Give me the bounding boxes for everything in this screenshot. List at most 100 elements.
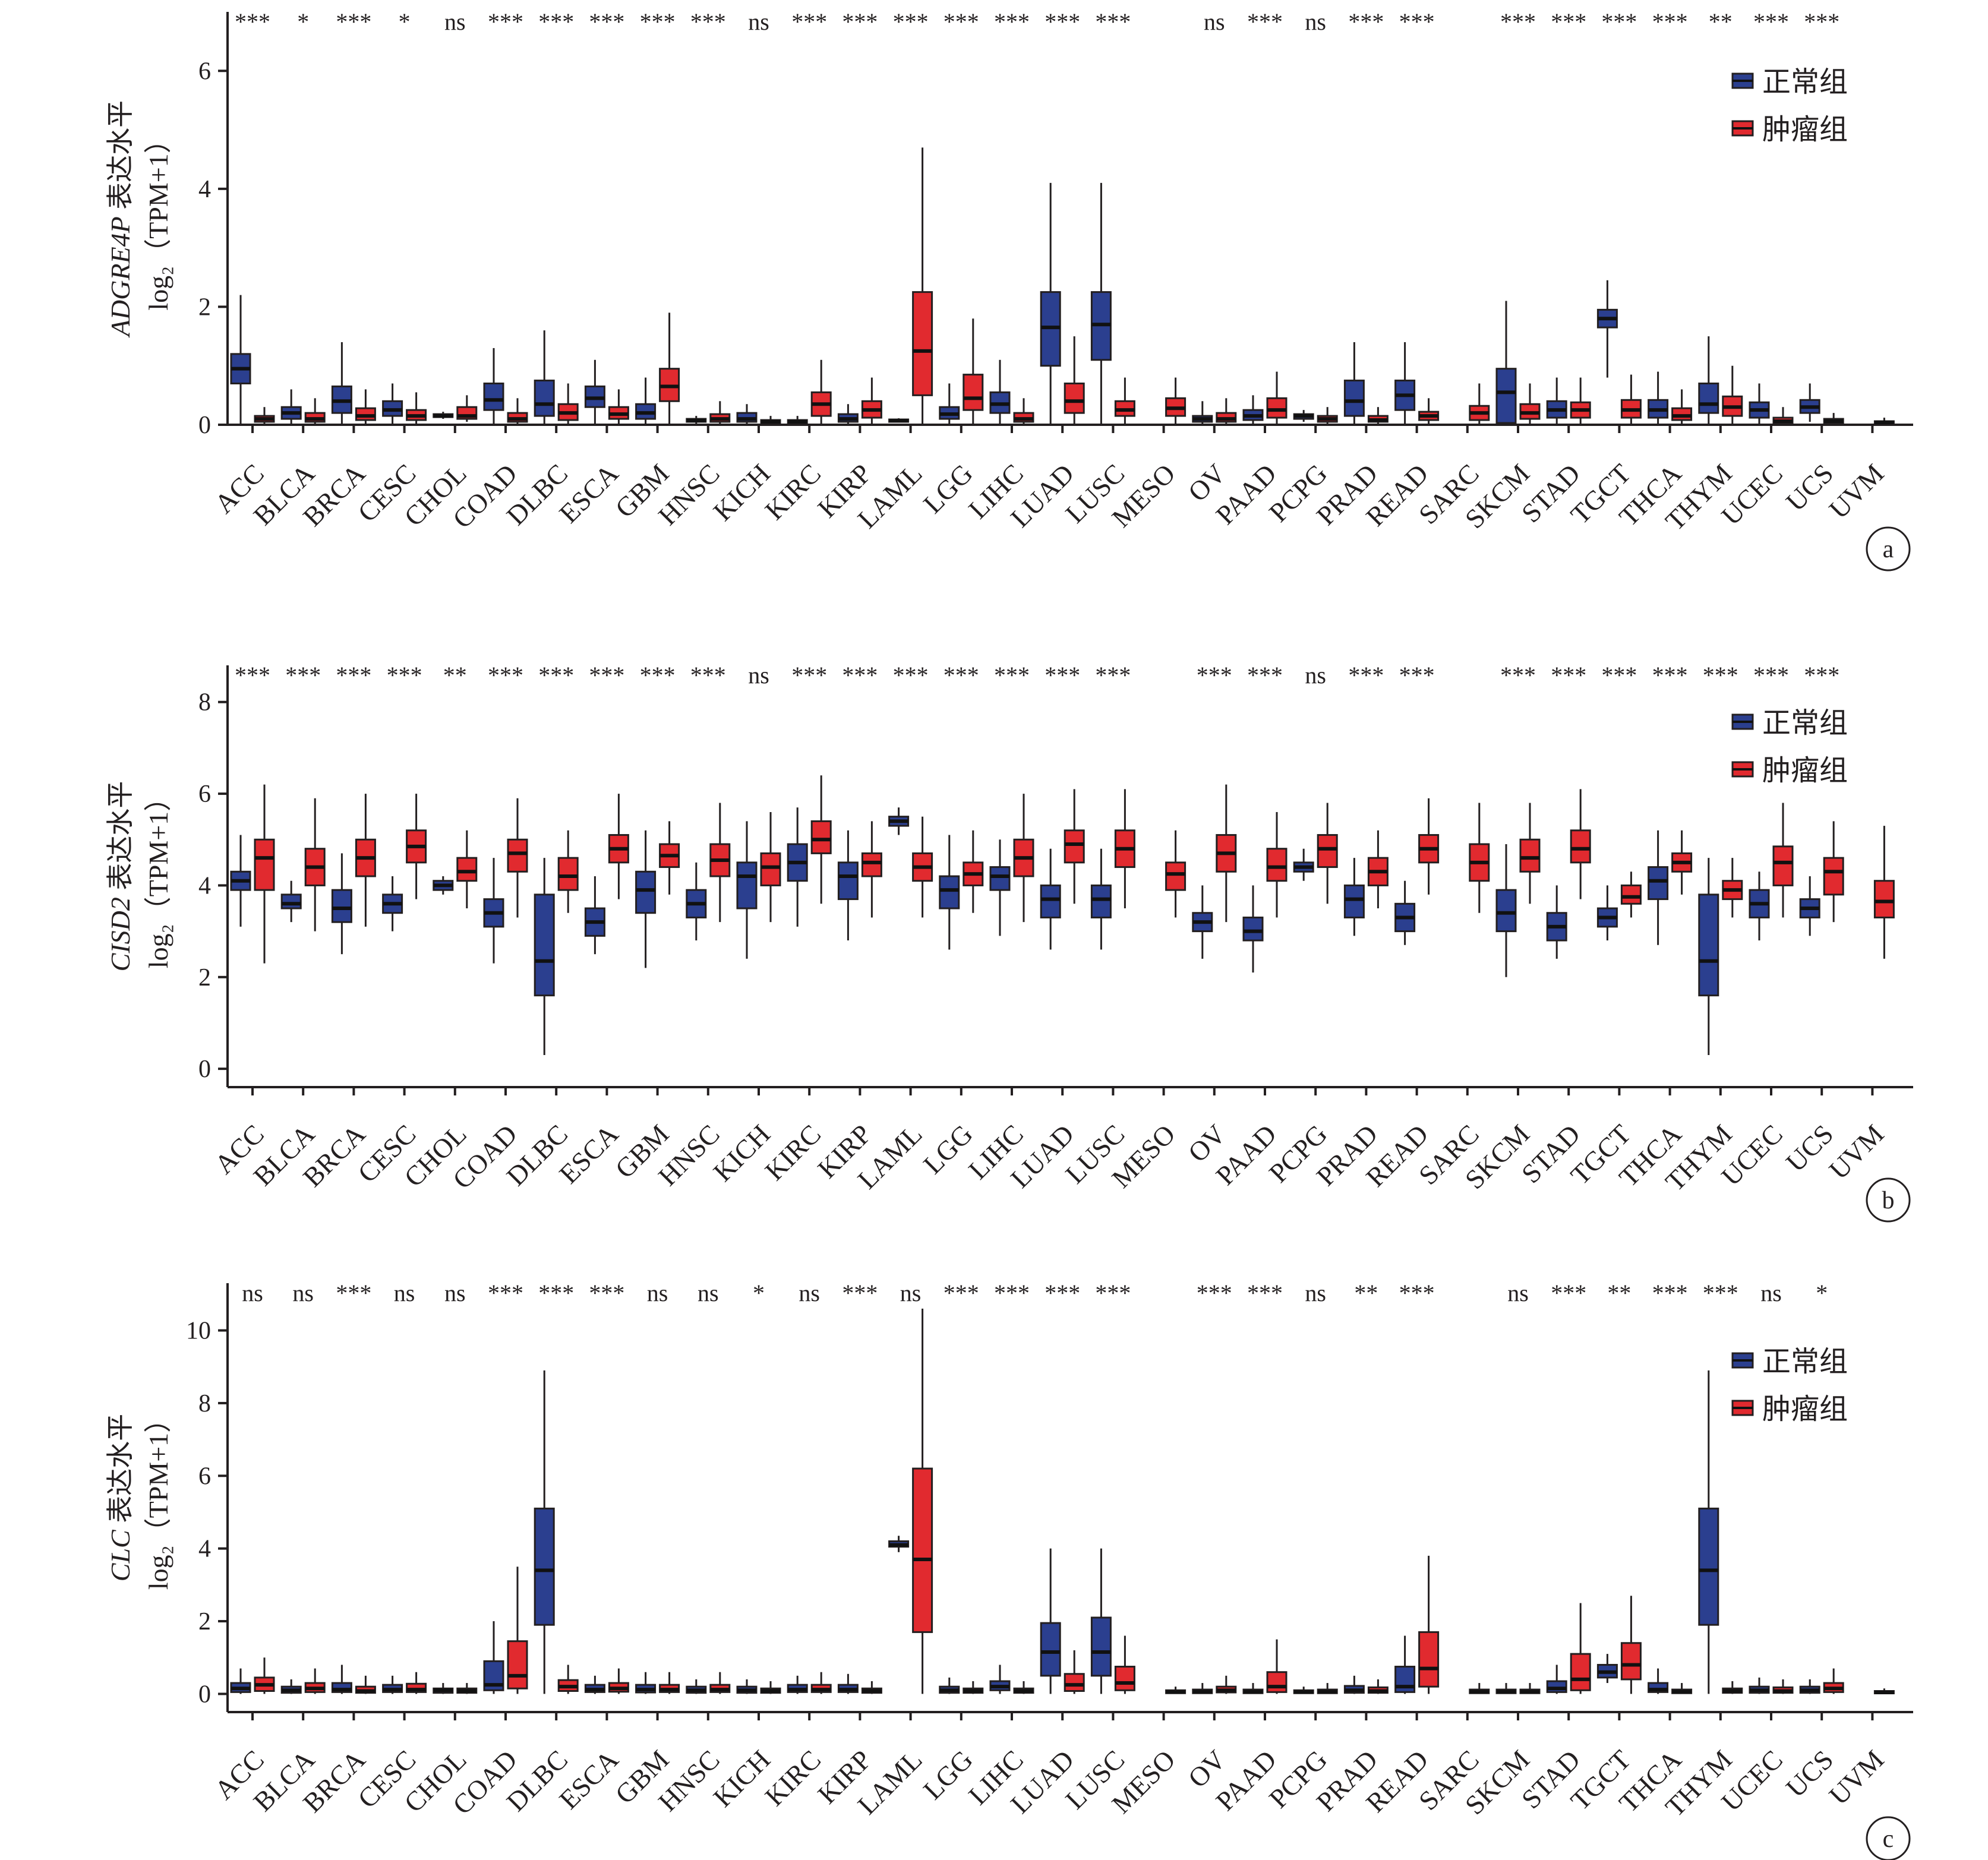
box-body [1266,1671,1288,1693]
y-tick-label: 0 [198,1681,211,1708]
box-body [1519,838,1541,873]
box-normal [1293,848,1314,881]
significance-label: *** [1399,662,1435,689]
y-tick-label: 8 [198,689,211,716]
box-tumor [810,1672,832,1694]
box-normal [1546,1665,1567,1694]
significance-label: *** [640,8,676,35]
x-tick-label: UVM [1823,1119,1890,1185]
box-tumor [1519,1683,1541,1694]
box-normal [280,1679,302,1694]
box-body [1266,848,1288,882]
box-normal [1799,1679,1820,1694]
significance-label: *** [893,8,929,35]
box-normal [1343,1675,1365,1694]
box-body [1495,889,1517,933]
box-normal [584,1675,605,1694]
box-body [810,820,832,854]
box-normal [584,876,605,955]
box-normal [888,807,910,835]
box-tumor [304,398,326,425]
significance-label: *** [336,8,371,35]
box-normal [1495,844,1517,977]
significance-label: *** [285,662,321,689]
box-normal [1040,848,1061,950]
significance-label: *** [589,8,624,35]
box-tumor [1671,830,1693,895]
box-body [939,875,960,910]
box-tumor [355,1675,376,1694]
significance-label: *** [1652,8,1688,35]
box-normal [1799,876,1820,936]
significance-label: *** [235,8,270,35]
significance-label: *** [1247,662,1283,689]
significance-label: ns [900,1280,922,1306]
box-body [963,374,984,411]
significance-label: * [399,8,411,35]
legend-normal: 正常组 [1731,65,1848,99]
panel-letter-circle [1866,1177,1911,1223]
box-tumor [406,1672,427,1694]
box-tumor [1216,398,1237,425]
box-tumor [1418,398,1440,425]
box-body [1495,368,1517,424]
box-tumor [355,794,376,927]
box-tumor [1216,1675,1237,1694]
panel-letter-text: b [1882,1187,1895,1214]
significance-label: *** [1804,662,1839,689]
significance-label: ns [1204,8,1225,35]
box-normal [1394,342,1416,425]
box-tumor [912,147,933,425]
x-tick-label: ESCA [553,458,624,529]
box-tumor [1873,418,1895,425]
box-body [1570,829,1591,864]
box-body [1698,893,1719,997]
box-normal [1343,342,1365,425]
box-body [1064,383,1085,414]
box-tumor [1216,784,1237,923]
box-normal [534,330,555,425]
x-tick-label: UVM [1823,458,1890,525]
box-normal [787,1675,808,1694]
significance-label: *** [1095,662,1131,689]
box-body [1343,380,1365,417]
significance-label: *** [235,662,270,689]
box-tumor [861,1681,882,1694]
box-tumor [912,1308,933,1694]
significance-label: *** [538,1280,574,1306]
box-normal [888,418,910,423]
box-normal [230,835,251,927]
box-tumor [1165,1687,1187,1694]
y-axis-gene-name: CLC [105,1529,135,1581]
box-normal [1698,1370,1719,1694]
y-tick-label: 4 [198,1536,211,1563]
significance-label: *** [488,8,523,35]
y-tick-label: 6 [198,781,211,808]
box-normal [736,404,758,425]
box-normal [686,1679,707,1694]
significance-label: *** [1247,1280,1283,1306]
legend-label: 正常组 [1762,706,1848,740]
box-normal [1495,1683,1517,1694]
box-tumor [659,312,680,425]
box-body [1620,1642,1642,1681]
significance-label: *** [1399,1280,1435,1306]
significance-label: *** [1753,662,1789,689]
box-body [1090,884,1112,918]
box-tumor [1722,365,1743,425]
significance-label: *** [791,662,827,689]
significance-label: *** [1652,662,1688,689]
box-normal [1698,858,1719,1055]
box-tumor [406,794,427,899]
box-normal [888,1536,910,1552]
box-body [989,866,1011,891]
box-tumor [760,416,781,425]
box-normal [1495,301,1517,425]
x-tick-label: UVM [1823,1744,1890,1811]
box-tumor [1772,1679,1794,1694]
box-body [912,1467,933,1633]
significance-label: ** [1709,8,1733,35]
y-tick-label: 0 [198,1056,211,1083]
box-normal [1596,1654,1618,1684]
box-normal [230,1668,251,1694]
